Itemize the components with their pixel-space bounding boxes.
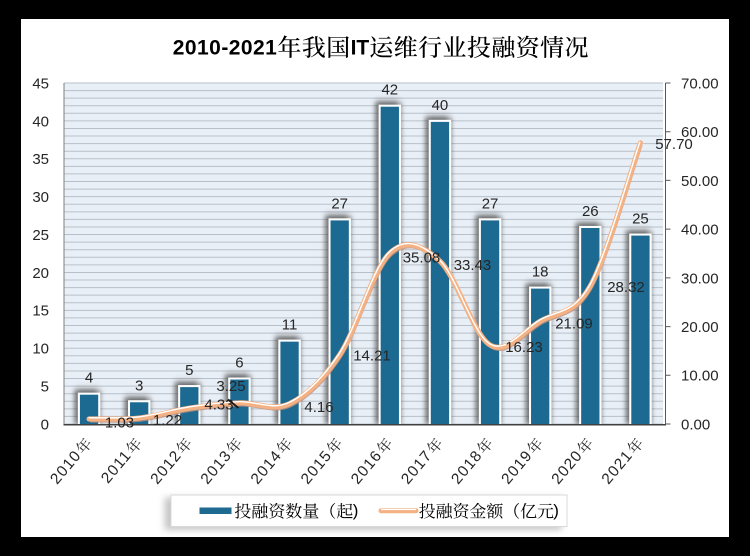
- svg-text:27: 27: [331, 195, 348, 212]
- svg-text:3: 3: [135, 377, 143, 394]
- svg-text:57.70: 57.70: [655, 136, 693, 153]
- svg-text:4.33: 4.33: [204, 396, 233, 413]
- svg-text:10.00: 10.00: [681, 368, 719, 385]
- svg-text:5: 5: [185, 362, 193, 379]
- svg-text:25: 25: [32, 227, 49, 244]
- svg-text:18: 18: [532, 264, 549, 281]
- svg-text:IT: IT: [351, 37, 370, 60]
- svg-text:6: 6: [235, 355, 243, 372]
- svg-text:4: 4: [85, 370, 93, 387]
- svg-text:0.00: 0.00: [681, 416, 710, 433]
- svg-text:21.09: 21.09: [555, 315, 593, 332]
- svg-text:0: 0: [41, 416, 49, 433]
- svg-text:20: 20: [32, 265, 49, 282]
- svg-text:50.00: 50.00: [681, 173, 719, 190]
- svg-text:60.00: 60.00: [681, 124, 719, 141]
- svg-text:33.43: 33.43: [454, 257, 492, 274]
- svg-text:2010-2021: 2010-2021: [173, 37, 277, 60]
- svg-text:4.16: 4.16: [304, 399, 333, 416]
- svg-text:35.08: 35.08: [403, 249, 441, 266]
- svg-text:30.00: 30.00: [681, 270, 719, 287]
- svg-text:40: 40: [432, 97, 449, 114]
- svg-text:35: 35: [32, 151, 49, 168]
- svg-text:26: 26: [582, 203, 599, 220]
- svg-text:10: 10: [32, 341, 49, 358]
- svg-text:45: 45: [32, 75, 49, 92]
- svg-text:25: 25: [632, 211, 649, 228]
- svg-text:15: 15: [32, 303, 49, 320]
- svg-text:40.00: 40.00: [681, 222, 719, 239]
- svg-text:42: 42: [381, 82, 398, 99]
- svg-text:16.23: 16.23: [505, 339, 543, 356]
- svg-text:40: 40: [32, 113, 49, 130]
- svg-text:27: 27: [482, 195, 499, 212]
- svg-text:30: 30: [32, 189, 49, 206]
- svg-text:70.00: 70.00: [681, 75, 719, 92]
- svg-text:1.03: 1.03: [105, 415, 134, 432]
- svg-text:): ): [553, 501, 559, 520]
- svg-text:28.32: 28.32: [607, 279, 645, 296]
- svg-text:1.22: 1.22: [153, 412, 182, 429]
- svg-text:5: 5: [41, 379, 49, 396]
- svg-text:14.21: 14.21: [353, 347, 391, 364]
- svg-text:): ): [353, 501, 359, 520]
- svg-text:3.25: 3.25: [216, 378, 245, 395]
- svg-text:11: 11: [282, 317, 298, 334]
- svg-text:20.00: 20.00: [681, 319, 719, 336]
